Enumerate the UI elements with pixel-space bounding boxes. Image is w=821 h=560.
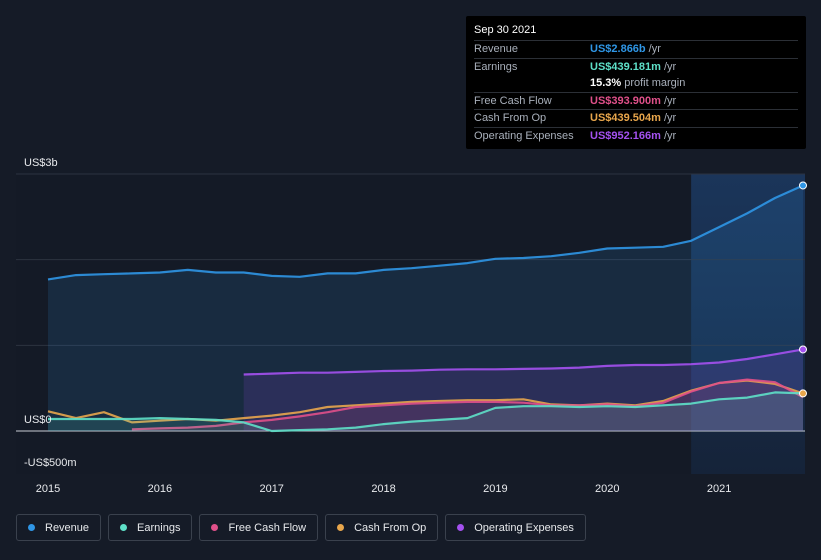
plot-background bbox=[16, 174, 805, 474]
x-tick-label: 2019 bbox=[483, 483, 507, 495]
y-label-top: US$3b bbox=[24, 157, 58, 169]
tooltip-row-unit: /yr bbox=[663, 112, 677, 125]
tooltip-row: Cash From Op US$439.504m/yr bbox=[474, 109, 798, 127]
tooltip-row: 15.3% profit margin bbox=[474, 75, 798, 92]
legend-item-operating-expenses[interactable]: Operating Expenses bbox=[445, 514, 586, 541]
legend-label: Revenue bbox=[45, 521, 90, 534]
legend-dot-icon bbox=[337, 524, 345, 531]
tooltip-row-value: US$393.900m bbox=[590, 94, 661, 107]
tooltip-row-value: US$439.504m bbox=[590, 112, 661, 125]
tooltip-row-label: Free Cash Flow bbox=[474, 94, 552, 107]
series-area-free-cash-flow bbox=[131, 379, 803, 431]
legend-dot-icon bbox=[120, 524, 128, 531]
gridlines bbox=[16, 173, 805, 432]
tooltip-row-label: Operating Expenses bbox=[474, 129, 574, 142]
x-tick-label: 2015 bbox=[36, 483, 60, 495]
legend-item-cash-from-op[interactable]: Cash From Op bbox=[325, 514, 439, 541]
tooltip-row: Operating Expenses US$952.166m/yr bbox=[474, 126, 798, 145]
legend-label: Free Cash Flow bbox=[228, 521, 307, 534]
tooltip-row-unit: profit margin bbox=[624, 77, 686, 90]
tooltip-row-unit: /yr bbox=[663, 129, 677, 142]
series-line-cash-from-op bbox=[47, 379, 804, 424]
tooltip-row-label: Earnings bbox=[474, 60, 518, 73]
series-line-revenue bbox=[47, 184, 804, 281]
legend-dot-icon bbox=[211, 524, 219, 531]
series-line-earnings bbox=[48, 391, 804, 433]
chart-area: US$3b US$0 -US$500m 2015 2016 2017 2018 2019… bbox=[16, 157, 807, 495]
y-label-bottom: -US$500m bbox=[24, 457, 77, 469]
tooltip-row: Earnings US$439.181m/yr bbox=[474, 57, 798, 76]
tooltip-row-unit: /yr bbox=[648, 43, 661, 56]
x-axis-ticks: 2015 2016 2017 2018 2019 2020 2021 bbox=[36, 483, 732, 495]
legend-dot-icon bbox=[457, 524, 465, 531]
tooltip-row-unit: /yr bbox=[663, 60, 677, 73]
x-tick-label: 2021 bbox=[707, 483, 731, 495]
end-marker-cash-from-op bbox=[799, 389, 807, 398]
series-area-revenue bbox=[48, 185, 803, 431]
end-marker-operating-expenses bbox=[799, 345, 807, 354]
series-area-earnings bbox=[48, 392, 803, 431]
tooltip-row-value: US$2.866b bbox=[590, 43, 646, 56]
chart-legend: Revenue Earnings Free Cash Flow Cash From O… bbox=[16, 514, 586, 541]
legend-label: Earnings bbox=[137, 521, 181, 534]
tooltip-row: Revenue US$2.866b/yr bbox=[474, 40, 798, 58]
series-line-operating-expenses bbox=[243, 348, 804, 376]
tooltip-row-value: US$439.181m bbox=[590, 60, 661, 73]
tooltip-rows: Revenue US$2.866b/yr Earnings US$439.181m/y… bbox=[474, 40, 798, 144]
legend-label: Cash From Op bbox=[354, 521, 427, 534]
tooltip-row-label: Revenue bbox=[474, 43, 519, 56]
tooltip-row-unit: /yr bbox=[663, 94, 677, 107]
legend-item-free-cash-flow[interactable]: Free Cash Flow bbox=[199, 514, 319, 541]
x-tick-label: 2018 bbox=[371, 483, 395, 495]
forecast-highlight-region bbox=[691, 174, 805, 474]
end-marker-revenue bbox=[799, 181, 807, 190]
data-tooltip: Sep 30 2021 Revenue US$2.866b/yr Earnings U… bbox=[466, 16, 806, 149]
end-markers bbox=[799, 181, 807, 398]
legend-item-earnings[interactable]: Earnings bbox=[108, 514, 193, 541]
legend-label: Operating Expenses bbox=[474, 521, 574, 534]
x-tick-label: 2017 bbox=[259, 483, 283, 495]
tooltip-row: Free Cash Flow US$393.900m/yr bbox=[474, 91, 798, 110]
legend-item-revenue[interactable]: Revenue bbox=[16, 514, 102, 541]
x-tick-label: 2016 bbox=[148, 483, 172, 495]
tooltip-row-value: US$952.166m bbox=[590, 129, 661, 142]
series-layer bbox=[47, 184, 804, 433]
tooltip-row-value: 15.3% bbox=[590, 77, 622, 90]
y-label-zero: US$0 bbox=[24, 414, 52, 426]
series-area-operating-expenses bbox=[243, 349, 803, 431]
tooltip-date: Sep 30 2021 bbox=[474, 24, 537, 36]
tooltip-row-label: Cash From Op bbox=[474, 112, 547, 125]
x-tick-label: 2020 bbox=[595, 483, 619, 495]
legend-dot-icon bbox=[28, 524, 35, 531]
